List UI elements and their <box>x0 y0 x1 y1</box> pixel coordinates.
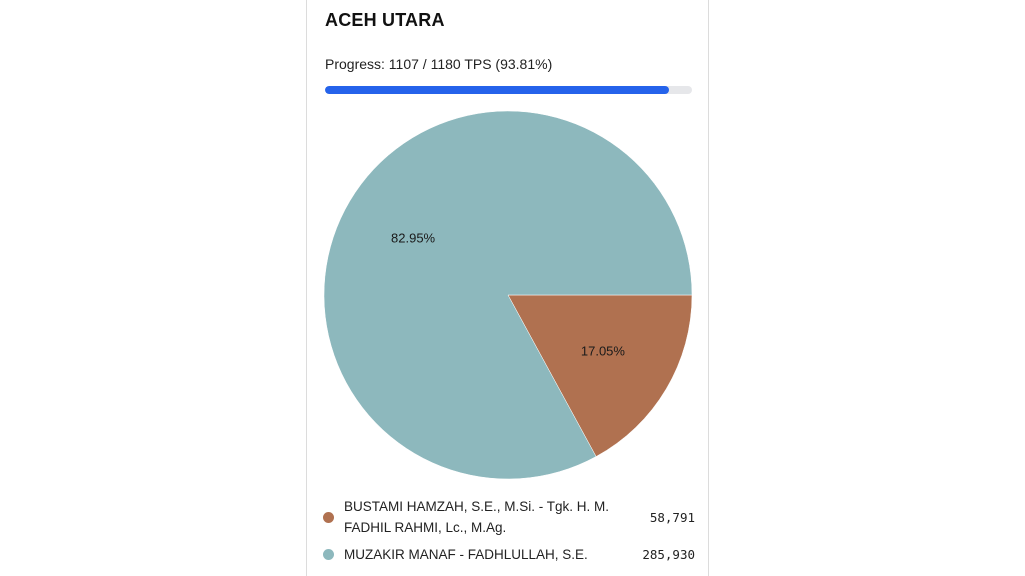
region-title: ACEH UTARA <box>325 10 445 30</box>
pie-slice-0[interactable] <box>507 294 693 457</box>
legend-candidate-name: MUZAKIR MANAF - FADHLULLAH, S.E. <box>344 547 588 562</box>
pie-chart-svg: 17.05% 82.95% <box>323 110 693 480</box>
pie-slice-label-0: 17.05% <box>581 343 626 358</box>
legend-candidate-name: BUSTAMI HAMZAH, S.E., M.Si. - Tgk. H. M.… <box>344 499 610 535</box>
legend-color-dot <box>323 511 334 523</box>
legend-vote-count: 285,930 <box>642 547 695 562</box>
pie-chart: 17.05% 82.95% <box>307 105 710 485</box>
pie-slice-label-1: 82.95% <box>391 231 436 246</box>
pie-slice-1[interactable] <box>323 110 693 480</box>
legend-item[interactable]: MUZAKIR MANAF - FADHLULLAH, S.E. 285,930 <box>323 544 695 565</box>
legend-color-dot <box>323 549 334 560</box>
progress-bar-fill <box>325 86 670 94</box>
legend-vote-count: 58,791 <box>649 509 695 525</box>
progress-label: Progress: 1107 / 1180 TPS (93.81%) <box>325 56 553 72</box>
progress-bar <box>325 86 692 94</box>
chart-legend: BUSTAMI HAMZAH, S.E., M.Si. - Tgk. H. M.… <box>323 496 695 571</box>
legend-item[interactable]: BUSTAMI HAMZAH, S.E., M.Si. - Tgk. H. M.… <box>323 496 695 538</box>
region-card: ACEH UTARA Progress: 1107 / 1180 TPS (93… <box>306 0 709 576</box>
